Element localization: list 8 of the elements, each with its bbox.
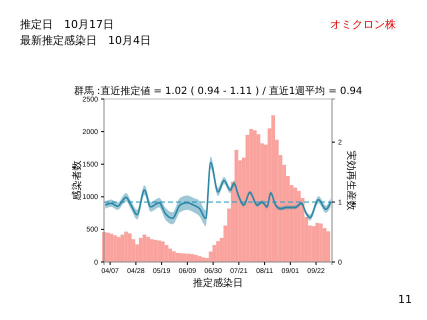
text: 推定日 10月17日 <box>20 18 114 31</box>
y-axis-title: 感染者数 <box>71 160 83 200</box>
text: 最新推定感染日 10月4日 <box>20 34 151 47</box>
x-axis-title: 推定感染日 <box>193 277 243 289</box>
text: オミクロン株 <box>330 18 396 31</box>
y2-axis-title: 実効再生産数 <box>345 150 357 210</box>
text: 11 <box>398 293 412 306</box>
chart-title: 群馬 :直近推定値 = 1.02 ( 0.94 - 1.11 ) / 直近1週平均 = 0.94 <box>74 85 362 97</box>
